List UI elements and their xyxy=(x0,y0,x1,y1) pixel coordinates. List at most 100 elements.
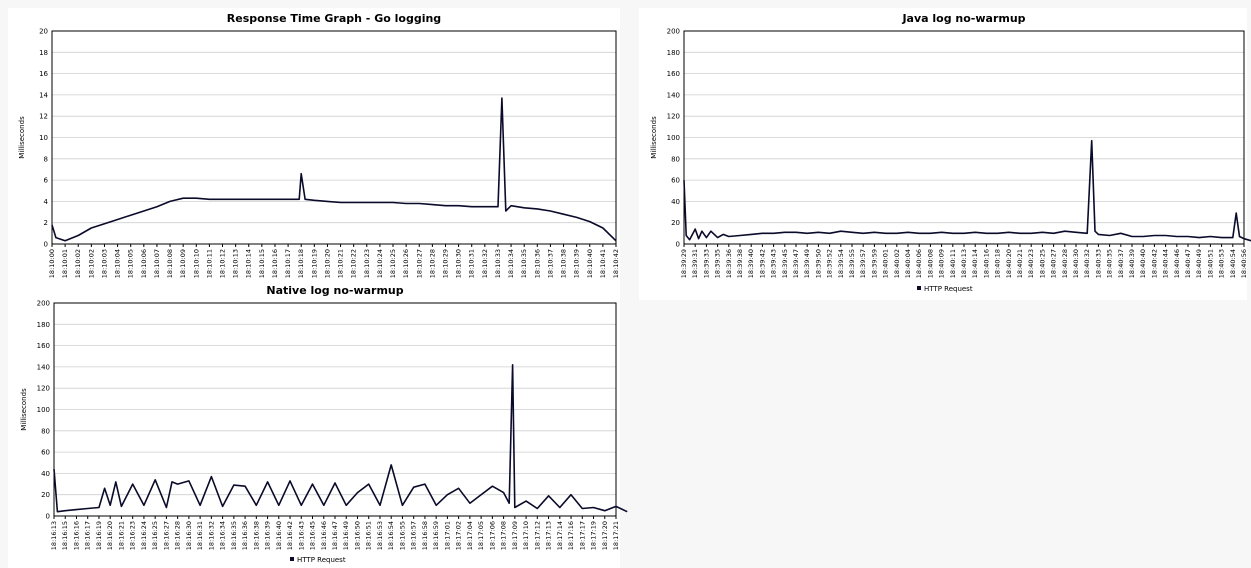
native-x-tick-label: 18:16:46 xyxy=(320,521,328,550)
native-x-tick-label: 18:16:34 xyxy=(219,521,227,550)
java-x-tick-label: 18:40:06 xyxy=(915,249,923,278)
go-x-tick-label: 18:10:01 xyxy=(61,249,69,278)
native-x-tick-label: 18:16:38 xyxy=(252,521,260,550)
go-x-tick-label: 18:10:11 xyxy=(205,249,213,278)
native-x-tick-label: 18:16:28 xyxy=(174,521,182,550)
native-series-line xyxy=(53,364,628,513)
java-x-tick-label: 18:40:01 xyxy=(882,249,890,278)
java-x-tick-label: 18:40:53 xyxy=(1218,249,1226,278)
java-x-tick-label: 18:39:31 xyxy=(691,249,699,278)
go-x-tick-label: 18:10:02 xyxy=(87,249,95,278)
go-x-tick-label: 18:10:34 xyxy=(507,249,515,278)
native-x-tick-label: 18:17:16 xyxy=(567,521,575,550)
go-plot-frame xyxy=(51,30,617,245)
go-x-tick-label: 18:10:05 xyxy=(127,249,135,278)
go-y-tick-label: 16 xyxy=(39,70,48,78)
native-x-tick-label: 18:16:47 xyxy=(331,521,339,550)
native-x-tick-label: 18:16:36 xyxy=(241,521,249,550)
native-x-tick-label: 18:17:21 xyxy=(612,521,620,550)
native-x-tick-label: 18:16:23 xyxy=(129,521,137,550)
native-x-tick-label: 18:17:14 xyxy=(556,521,564,550)
java-x-tick-label: 18:40:39 xyxy=(1128,249,1136,278)
go-y-tick-label: 8 xyxy=(44,155,48,163)
go-x-tick-label: 18:10:27 xyxy=(415,249,423,278)
go-x-tick-label: 18:10:13 xyxy=(232,249,240,278)
native-legend-swatch xyxy=(290,557,294,561)
native-y-tick-label: 180 xyxy=(37,321,50,329)
native-x-tick-label: 18:17:19 xyxy=(590,521,598,550)
native-x-tick-label: 18:17:06 xyxy=(488,521,496,550)
native-y-tick-label: 120 xyxy=(37,385,50,393)
java-x-tick-label: 18:40:13 xyxy=(960,249,968,278)
native-y-tick-label: 40 xyxy=(41,470,50,478)
java-chart-title: Java log no-warmup xyxy=(901,12,1025,25)
go-x-tick-label: 18:10:02 xyxy=(74,249,82,278)
native-x-tick-label: 18:16:25 xyxy=(151,521,159,550)
go-x-tick-label: 18:10:10 xyxy=(192,249,200,278)
go-y-tick-label: 10 xyxy=(39,134,48,142)
go-x-tick-label: 18:10:19 xyxy=(310,249,318,278)
java-x-tick-label: 18:40:16 xyxy=(982,249,990,278)
native-y-tick-label: 160 xyxy=(37,342,50,350)
go-x-tick-label: 18:10:22 xyxy=(350,249,358,278)
go-x-tick-label: 18:10:06 xyxy=(140,249,148,278)
native-x-tick-label: 18:16:54 xyxy=(387,521,395,550)
go-x-tick-label: 18:10:03 xyxy=(100,249,108,278)
java-x-tick-label: 18:40:21 xyxy=(1016,249,1024,278)
java-y-tick-label: 0 xyxy=(676,241,680,249)
java-x-tick-label: 18:40:08 xyxy=(926,249,934,278)
native-x-tick-label: 18:16:17 xyxy=(84,521,92,550)
go-x-tick-label: 18:10:17 xyxy=(284,249,292,278)
java-x-tick-label: 18:39:54 xyxy=(837,249,845,278)
java-x-tick-label: 18:39:35 xyxy=(714,249,722,278)
native-x-tick-label: 18:16:19 xyxy=(95,521,103,550)
native-x-tick-label: 18:16:45 xyxy=(309,521,317,550)
native-x-tick-label: 18:17:05 xyxy=(477,521,485,550)
native-legend-label: HTTP Request xyxy=(297,556,346,564)
native-x-tick-label: 18:16:39 xyxy=(264,521,272,550)
go-x-tick-label: 18:10:42 xyxy=(612,249,620,278)
java-x-tick-label: 18:39:40 xyxy=(747,249,755,278)
java-log-panel: Java log no-warmup Milliseconds 0 20 40 60 80 1… xyxy=(639,8,1251,300)
java-x-tick-label: 18:39:52 xyxy=(826,249,834,278)
native-y-tick-label: 140 xyxy=(37,363,50,371)
java-x-tick-label: 18:40:51 xyxy=(1206,249,1214,278)
go-x-tick-label: 18:10:31 xyxy=(468,249,476,278)
go-x-tick-label: 18:10:41 xyxy=(599,249,607,278)
native-x-tick-label: 18:16:32 xyxy=(207,521,215,550)
go-y-tick-label: 6 xyxy=(44,177,49,185)
go-y-tick-label: 12 xyxy=(39,113,48,121)
go-y-tick-label: 0 xyxy=(44,241,48,249)
java-y-tick-label: 100 xyxy=(667,134,680,142)
go-x-tick-label: 18:10:37 xyxy=(546,249,554,278)
java-y-tick-label: 160 xyxy=(667,70,680,78)
java-y-tick-label: 40 xyxy=(671,198,680,206)
native-x-tick-label: 18:16:50 xyxy=(353,521,361,550)
java-y-tick-label: 200 xyxy=(667,28,680,36)
go-x-tick-label: 18:10:23 xyxy=(363,249,371,278)
go-x-tick-label: 18:10:21 xyxy=(337,249,345,278)
go-x-tick-label: 18:10:07 xyxy=(153,249,161,278)
java-x-tick-label: 18:40:11 xyxy=(949,249,957,278)
java-y-tick-label: 20 xyxy=(671,219,680,227)
native-x-tick-label: 18:17:17 xyxy=(578,521,586,550)
native-x-tick-label: 18:16:49 xyxy=(342,521,350,550)
java-x-tick-label: 18:40:04 xyxy=(904,249,912,278)
java-x-tick-label: 18:40:30 xyxy=(1072,249,1080,278)
go-x-tick-label: 18:10:08 xyxy=(166,249,174,278)
java-x-tick-label: 18:40:42 xyxy=(1150,249,1158,278)
native-y-tick-label: 200 xyxy=(37,300,50,308)
java-legend-swatch xyxy=(917,286,921,290)
go-x-tick-label: 18:10:00 xyxy=(48,249,56,278)
go-x-tick-label: 18:10:16 xyxy=(271,249,279,278)
java-y-tick-label: 60 xyxy=(671,177,680,185)
java-x-tick-label: 18:39:45 xyxy=(781,249,789,278)
go-x-tick-label: 18:10:35 xyxy=(520,249,528,278)
go-y-tick-label: 14 xyxy=(39,91,48,99)
java-y-tick-label: 120 xyxy=(667,113,680,121)
java-log-chart: Java log no-warmup Milliseconds 0 20 40 60 80 1… xyxy=(650,12,1251,293)
java-x-tick-label: 18:40:54 xyxy=(1229,249,1237,278)
native-x-tick-label: 18:16:59 xyxy=(432,521,440,550)
go-x-tick-label: 18:10:15 xyxy=(258,249,266,278)
native-y-tick-label: 60 xyxy=(41,449,50,457)
